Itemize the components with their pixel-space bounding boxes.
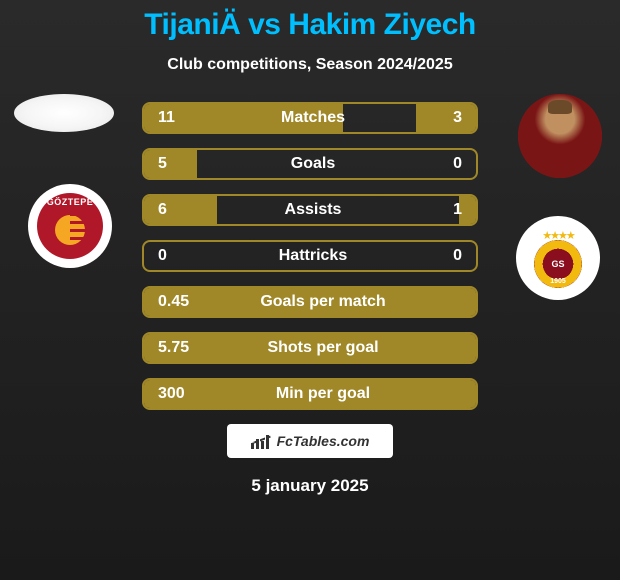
stat-label: Min per goal: [214, 385, 432, 403]
stat-label: Hattricks: [194, 247, 432, 265]
header: TijaniÄ vs Hakim Ziyech Club competition…: [0, 0, 620, 74]
club-left-ball-icon: [55, 215, 85, 245]
stat-value: 5.75: [144, 339, 214, 357]
stat-label: Matches: [194, 109, 432, 127]
stat-row-shots-per-goal: 5.75 Shots per goal: [142, 332, 478, 364]
stat-value: 0.45: [144, 293, 214, 311]
stat-label: Goals: [194, 155, 432, 173]
player-photo-left: [14, 94, 114, 132]
stat-value-left: 0: [144, 247, 194, 265]
player-photo-right: [518, 94, 602, 178]
stat-row-matches: 11 Matches 3: [142, 102, 478, 134]
stat-row-assists: 6 Assists 1: [142, 194, 478, 226]
stat-value-right: 0: [432, 247, 476, 265]
stats-container: 11 Matches 3 5 Goals 0 6 Assists 1 0 Hat…: [142, 102, 478, 410]
stat-label: Goals per match: [214, 293, 432, 311]
stat-label: Assists: [194, 201, 432, 219]
stat-value-left: 6: [144, 201, 194, 219]
subtitle: Club competitions, Season 2024/2025: [0, 56, 620, 74]
stat-label: Shots per goal: [214, 339, 432, 357]
bar-chart-icon: [251, 433, 273, 449]
footer-date: 5 january 2025: [0, 476, 620, 496]
footer-brand-text: FcTables.com: [277, 433, 370, 449]
club-logo-left: GÖZTEPE: [28, 184, 112, 268]
club-left-label: GÖZTEPE: [47, 197, 94, 207]
stat-value-right: 3: [432, 109, 476, 127]
stat-value-left: 11: [144, 109, 194, 127]
club-logo-right: ★★★★ GS: [516, 216, 600, 300]
title-player1: TijaniÄ: [144, 8, 240, 41]
stat-value: 300: [144, 385, 214, 403]
stat-row-min-per-goal: 300 Min per goal: [142, 378, 478, 410]
stat-row-goals-per-match: 0.45 Goals per match: [142, 286, 478, 318]
stat-value-right: 1: [432, 201, 476, 219]
page-title: TijaniÄ vs Hakim Ziyech: [0, 8, 620, 42]
stat-value-right: 0: [432, 155, 476, 173]
content: GÖZTEPE ★★★★ GS 11 Matches 3 5 Goals 0 6…: [0, 102, 620, 496]
stat-row-goals: 5 Goals 0: [142, 148, 478, 180]
club-right-badge-icon: GS: [534, 240, 582, 288]
title-player2: Hakim Ziyech: [288, 8, 475, 41]
footer-brand[interactable]: FcTables.com: [227, 424, 393, 458]
stat-value-left: 5: [144, 155, 194, 173]
stat-row-hattricks: 0 Hattricks 0: [142, 240, 478, 272]
title-vs: vs: [248, 8, 280, 41]
